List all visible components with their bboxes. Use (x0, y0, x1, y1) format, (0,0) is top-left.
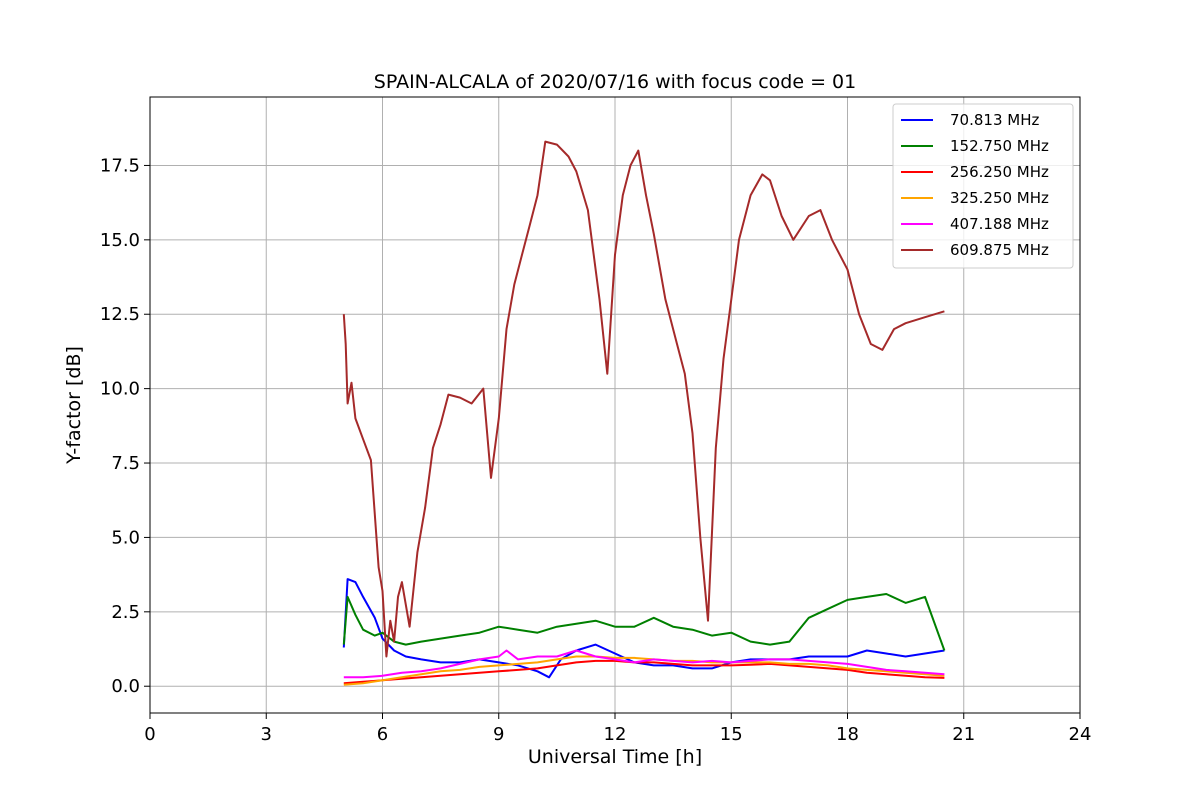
x-axis-label: Universal Time [h] (528, 746, 702, 768)
y-tick-label: 2.5 (111, 602, 140, 623)
x-tick-label: 0 (144, 724, 155, 745)
series-line-3 (343, 655, 945, 686)
series-line-0 (342, 578, 945, 679)
x-tick-label: 24 (1069, 724, 1092, 745)
legend-entry: 325.250 MHz (950, 189, 1049, 207)
y-tick-label: 15.0 (100, 230, 140, 251)
x-tick-label: 6 (377, 724, 388, 745)
y-tick-label: 10.0 (100, 379, 140, 400)
y-tick-label: 7.5 (111, 453, 140, 474)
x-tick-label: 21 (952, 724, 975, 745)
y-axis-label: Y-factor [dB] (63, 346, 85, 465)
legend-entry: 70.813 MHz (950, 111, 1039, 129)
x-tick-label: 18 (836, 724, 859, 745)
legend-box (892, 103, 1074, 269)
y-tick-label: 17.5 (100, 155, 140, 176)
ticks: 0 3 6 9 12 15 18 21 24 0.0 2.5 5.0 7.5 10.0 12.5 15.0 17… (100, 155, 1092, 745)
legend-entry: 152.750 MHz (950, 137, 1049, 155)
legend: 70.813 MHz 152.750 MHz 256.250 MHz 325.250 … (892, 103, 1074, 269)
legend-entry: 609.875 MHz (950, 241, 1049, 259)
series-line-2 (343, 659, 945, 685)
y-tick-label: 12.5 (100, 304, 140, 325)
legend-entry: 256.250 MHz (950, 163, 1049, 181)
series-group (342, 140, 946, 686)
x-tick-label: 3 (261, 724, 272, 745)
series-line-5 (342, 140, 945, 658)
x-tick-label: 15 (720, 724, 743, 745)
y-tick-label: 0.0 (111, 676, 140, 697)
chart-title: SPAIN-ALCALA of 2020/07/16 with focus co… (374, 71, 856, 93)
x-tick-label: 9 (493, 724, 504, 745)
x-tick-label: 12 (604, 724, 627, 745)
grid (149, 97, 1081, 713)
legend-entry: 407.188 MHz (950, 215, 1049, 233)
series-line-4 (343, 649, 945, 679)
y-tick-label: 5.0 (111, 527, 140, 548)
series-line-1 (342, 593, 946, 651)
